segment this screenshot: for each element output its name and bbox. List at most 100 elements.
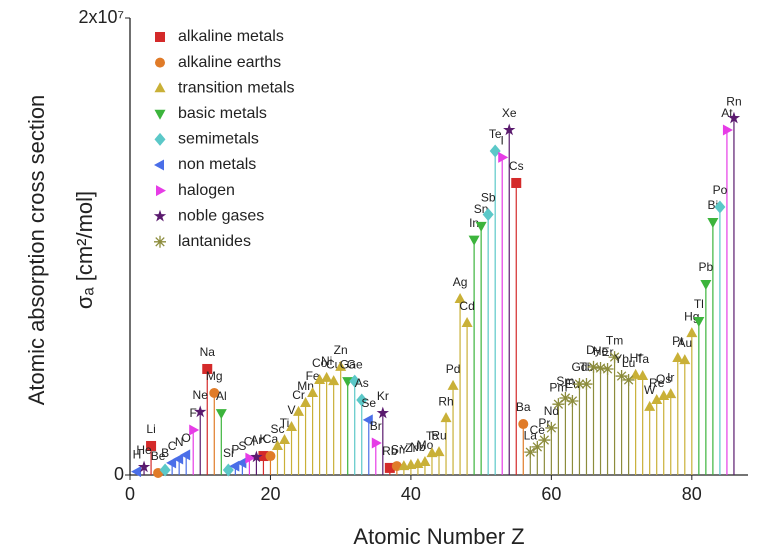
element-label: Tm bbox=[606, 333, 623, 347]
marker bbox=[714, 200, 726, 214]
element-label: Mg bbox=[206, 369, 223, 383]
marker bbox=[279, 434, 290, 445]
marker bbox=[146, 440, 157, 451]
element-label: N bbox=[175, 435, 184, 449]
element-label: Ta bbox=[636, 352, 649, 366]
marker bbox=[700, 279, 712, 290]
element-label: Mn bbox=[297, 379, 314, 393]
element-label: Cs bbox=[509, 159, 524, 173]
element-label: Rn bbox=[726, 94, 741, 108]
marker bbox=[672, 352, 684, 363]
marker bbox=[362, 414, 373, 426]
marker bbox=[601, 362, 614, 375]
element-label: Re bbox=[649, 376, 665, 390]
marker bbox=[594, 362, 607, 375]
element-label: Dy bbox=[586, 343, 601, 357]
legend-label: transition metals bbox=[178, 79, 295, 96]
element-label: Ne bbox=[193, 388, 209, 402]
marker bbox=[608, 351, 621, 364]
legend-marker bbox=[154, 132, 166, 146]
marker bbox=[300, 397, 312, 408]
element-label: Al bbox=[216, 389, 227, 403]
element-label: Cl bbox=[244, 434, 255, 448]
element-label: Be bbox=[151, 449, 166, 463]
element-label: Rh bbox=[438, 394, 453, 408]
marker bbox=[686, 327, 698, 338]
marker bbox=[159, 463, 171, 477]
element-label: Ag bbox=[453, 275, 468, 289]
marker bbox=[321, 371, 333, 382]
element-label: Yb bbox=[614, 352, 629, 366]
element-label: P bbox=[231, 442, 239, 456]
marker bbox=[566, 394, 579, 407]
marker bbox=[552, 398, 565, 411]
marker bbox=[447, 379, 459, 390]
element-label: I bbox=[501, 134, 504, 148]
marker bbox=[524, 446, 537, 459]
element-label: V bbox=[288, 403, 296, 417]
marker bbox=[433, 446, 445, 457]
element-label: S bbox=[238, 439, 246, 453]
marker bbox=[307, 386, 319, 397]
element-label: Ir bbox=[667, 370, 674, 384]
element-label: Mo bbox=[417, 438, 434, 452]
marker bbox=[679, 354, 691, 365]
marker bbox=[286, 421, 298, 432]
marker bbox=[293, 405, 305, 416]
element-label: Y bbox=[400, 442, 408, 456]
marker bbox=[440, 412, 452, 423]
element-label: Ca bbox=[263, 432, 279, 446]
element-label: Pb bbox=[699, 260, 714, 274]
marker bbox=[518, 419, 529, 430]
marker bbox=[559, 391, 572, 404]
element-label: Na bbox=[200, 345, 216, 359]
element-label: Sr bbox=[391, 442, 403, 456]
element-label: In bbox=[469, 216, 479, 230]
y-axis-unit: σₐ [cm²/mol] bbox=[72, 191, 97, 309]
marker bbox=[722, 124, 733, 136]
legend-label: semimetals bbox=[178, 131, 259, 148]
legend-marker bbox=[155, 32, 165, 42]
marker bbox=[271, 439, 283, 450]
element-label: B bbox=[161, 446, 169, 460]
marker bbox=[511, 177, 522, 188]
marker bbox=[258, 451, 269, 462]
element-label: Pr bbox=[538, 416, 550, 430]
marker bbox=[376, 406, 389, 419]
marker bbox=[356, 393, 368, 407]
element-label: Nb bbox=[410, 440, 426, 454]
marker bbox=[707, 218, 719, 229]
legend-marker bbox=[154, 82, 166, 93]
marker bbox=[622, 373, 635, 386]
element-label: K bbox=[259, 432, 267, 446]
element-label: Cr bbox=[292, 388, 305, 402]
element-label: W bbox=[644, 383, 656, 397]
legend-label: alkaline earths bbox=[178, 54, 281, 71]
element-label: Os bbox=[656, 372, 671, 386]
legend-marker bbox=[154, 109, 166, 120]
element-label: Xe bbox=[502, 106, 517, 120]
element-label: Cd bbox=[459, 299, 474, 313]
y-tick-label: 0 bbox=[114, 464, 124, 484]
x-tick-label: 20 bbox=[260, 484, 280, 504]
legend-label: alkaline metals bbox=[178, 28, 284, 45]
marker bbox=[166, 457, 177, 469]
marker bbox=[461, 317, 473, 328]
element-label: As bbox=[355, 376, 369, 390]
element-label: Ti bbox=[280, 416, 290, 430]
element-label: Co bbox=[312, 356, 328, 370]
element-label: H bbox=[133, 448, 142, 462]
marker bbox=[503, 123, 516, 136]
marker bbox=[173, 453, 184, 465]
marker bbox=[137, 460, 151, 473]
element-label: Ga bbox=[340, 357, 356, 371]
legend-marker bbox=[156, 185, 166, 197]
marker bbox=[328, 375, 340, 386]
element-label: He bbox=[136, 443, 152, 457]
y-tick-label: 2x10⁷ bbox=[78, 7, 124, 27]
marker bbox=[236, 457, 247, 469]
marker bbox=[580, 378, 593, 391]
element-label: Se bbox=[361, 396, 376, 410]
element-label: Ru bbox=[431, 428, 446, 442]
